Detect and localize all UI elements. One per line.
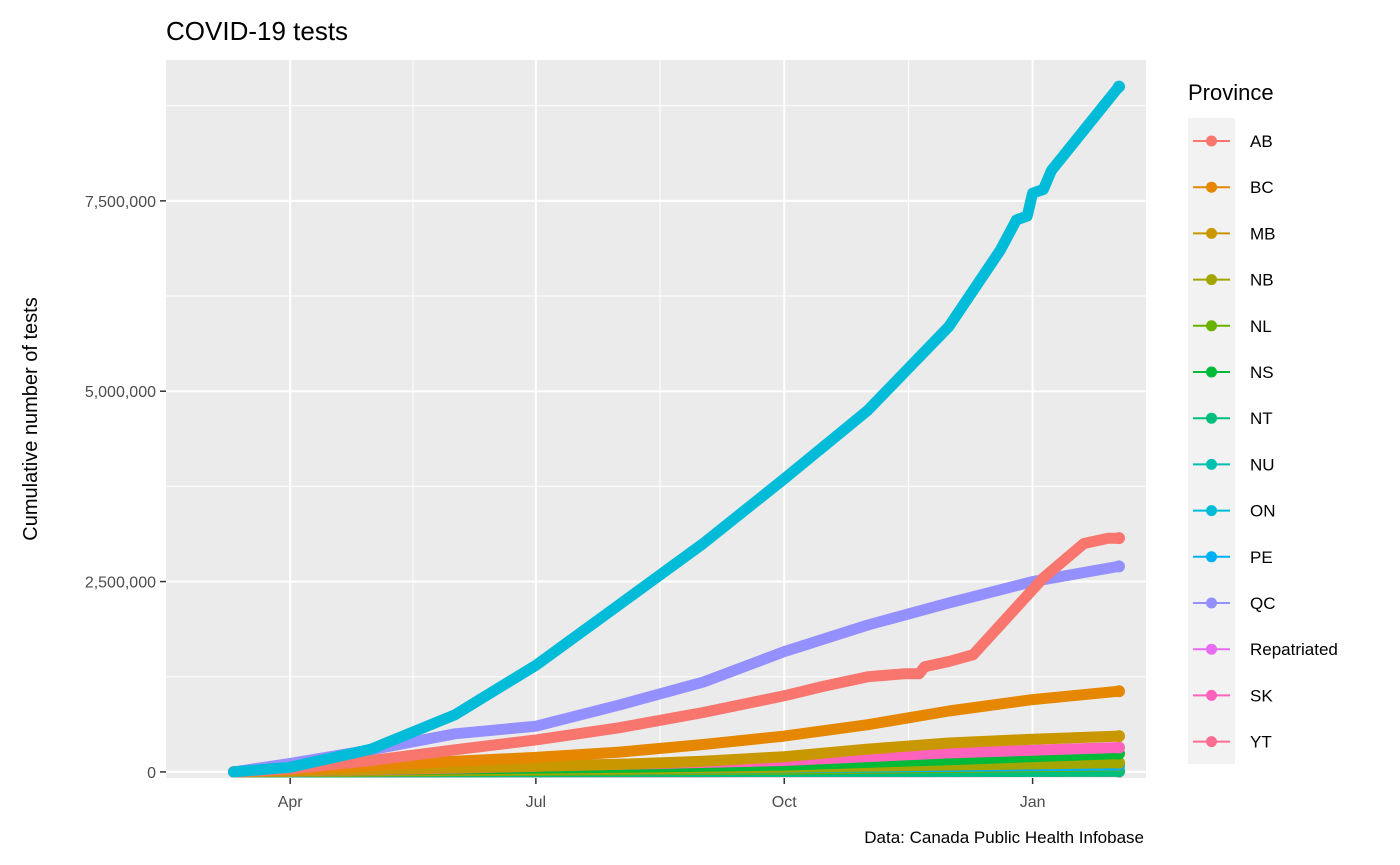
legend-label: PE (1250, 548, 1273, 567)
legend-item-nl: NL (1193, 317, 1272, 336)
legend-key-point (1206, 274, 1217, 286)
legend-label: NT (1250, 409, 1273, 428)
legend-label: Repatriated (1250, 640, 1338, 659)
series-end-point-sk (1113, 741, 1126, 754)
x-tick-label: Oct (772, 794, 797, 811)
grid-minor (166, 60, 1146, 778)
series-end-point-ab (1113, 532, 1126, 545)
legend-key-point (1206, 458, 1217, 470)
legend-title: Province (1188, 80, 1274, 105)
legend-item-repatriated: Repatriated (1193, 640, 1338, 659)
legend-label: SK (1250, 686, 1273, 705)
legend-item-nt: NT (1193, 409, 1273, 428)
legend-key-background (1188, 118, 1235, 764)
y-axis: 0 2,500,000 5,000,000 7,500,000 (85, 194, 166, 782)
caption: Data: Canada Public Health Infobase (864, 828, 1144, 847)
series-line-on (228, 81, 1125, 778)
y-tick-label: 0 (147, 765, 156, 782)
legend-item-sk: SK (1193, 686, 1273, 705)
legend-item-mb: MB (1193, 224, 1276, 243)
legend-label: QC (1250, 594, 1276, 613)
legend-key-point (1206, 227, 1217, 239)
legend-item-on: ON (1193, 502, 1276, 521)
legend-item-qc: QC (1193, 594, 1276, 613)
legend-key-point (1206, 366, 1217, 378)
y-tick-label: 2,500,000 (85, 575, 156, 592)
series-group (228, 80, 1126, 778)
legend-item-bc: BC (1193, 178, 1274, 197)
x-tick-label: Jan (1020, 794, 1046, 811)
legend-label: MB (1250, 224, 1276, 243)
legend-key-point (1206, 551, 1217, 563)
legend-key-point (1206, 689, 1217, 701)
legend-item-nb: NB (1193, 271, 1274, 290)
legend-label: AB (1250, 132, 1273, 151)
series-end-point-nb (1113, 756, 1126, 769)
legend-key-point (1206, 181, 1217, 193)
legend: Province AB BC MB NB NL NS NT NU ON PE QC Repatriat… (1188, 80, 1338, 764)
legend-label: NS (1250, 363, 1274, 382)
legend-key-point (1206, 597, 1217, 609)
y-tick-label: 5,000,000 (85, 384, 156, 401)
legend-key-point (1206, 135, 1217, 147)
plot-panel (166, 60, 1146, 778)
x-axis: Apr Jul Oct Jan (278, 778, 1046, 811)
series-end-point-bc (1113, 685, 1126, 698)
legend-label: NB (1250, 271, 1274, 290)
legend-item-pe: PE (1193, 548, 1273, 567)
y-tick-label: 7,500,000 (85, 194, 156, 211)
legend-item-ab: AB (1193, 132, 1273, 151)
legend-key-point (1206, 736, 1217, 748)
x-tick-label: Jul (526, 794, 546, 811)
chart-title: COVID-19 tests (166, 16, 348, 46)
x-tick-label: Apr (278, 794, 304, 811)
legend-item-ns: NS (1193, 363, 1274, 382)
series-end-point-on (1113, 80, 1126, 93)
legend-label: NU (1250, 455, 1275, 474)
legend-item-yt: YT (1193, 733, 1272, 752)
legend-item-nu: NU (1193, 455, 1275, 474)
legend-key-point (1206, 412, 1217, 424)
legend-label: YT (1250, 733, 1272, 752)
legend-label: NL (1250, 317, 1272, 336)
legend-label: BC (1250, 178, 1274, 197)
legend-key-point (1206, 643, 1217, 655)
legend-key-point (1206, 320, 1217, 332)
series-end-point-mb (1113, 730, 1126, 743)
legend-key-point (1206, 505, 1217, 517)
y-axis-title: Cumulative number of tests (20, 297, 42, 540)
series-line-ab (228, 532, 1125, 778)
legend-label: ON (1250, 502, 1276, 521)
series-end-point-qc (1113, 560, 1126, 573)
